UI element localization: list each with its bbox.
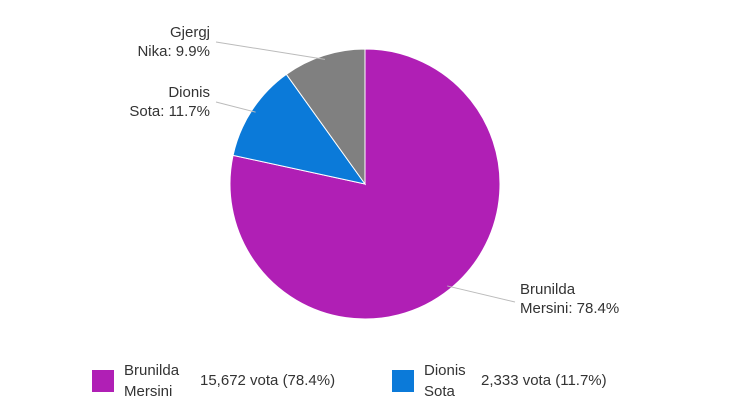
leader-line [215, 101, 256, 113]
slice-label: Nika: 9.9% [137, 43, 210, 60]
legend-name: Dionis [424, 362, 466, 379]
legend-name: Mersini [124, 383, 172, 400]
legend-swatch [392, 370, 414, 392]
legend-votes: 2,333 vota (11.7%) [481, 372, 607, 389]
legend-name: Brunilda [124, 362, 180, 379]
slice-label: Mersini: 78.4% [520, 300, 619, 317]
slice-label: Brunilda [520, 281, 576, 298]
slice-label: Sota: 11.7% [129, 103, 210, 120]
leader-line [447, 285, 516, 303]
slice-label: Dionis [168, 84, 210, 101]
leader-line [215, 41, 326, 60]
legend-swatch [92, 370, 114, 392]
pie-slice [285, 48, 366, 186]
slice-label: Gjergj [170, 24, 210, 41]
legend-votes: 15,672 vota (78.4%) [200, 372, 335, 389]
pie-slice [232, 73, 367, 185]
legend-name: Sota [424, 383, 456, 400]
